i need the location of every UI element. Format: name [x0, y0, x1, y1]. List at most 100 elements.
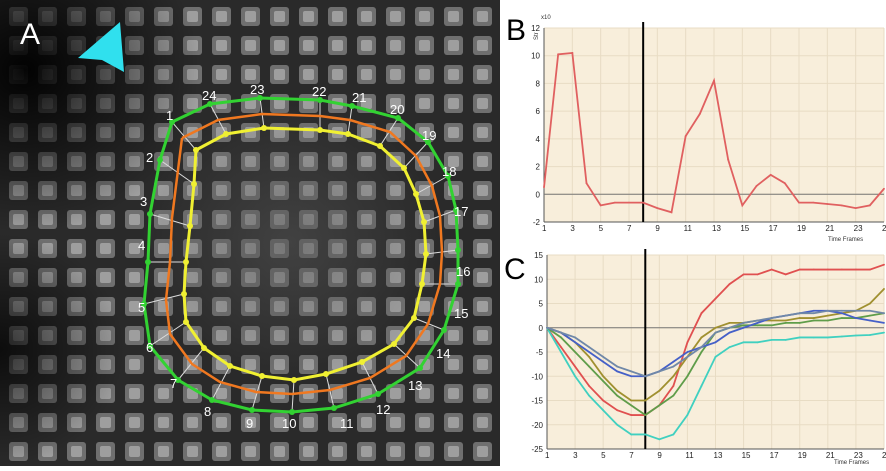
data-point: [684, 135, 687, 137]
segment-label: 20: [390, 102, 404, 117]
segment-label: 6: [146, 340, 153, 355]
data-point: [644, 433, 647, 436]
data-point: [630, 433, 633, 436]
inner-point: [419, 281, 425, 287]
data-point: [741, 204, 744, 207]
outer-point: [425, 139, 431, 145]
y-tick-label: -5: [536, 348, 544, 357]
segment-label: 14: [436, 346, 450, 361]
x-tick-label: 3: [570, 224, 575, 233]
x-tick-label: 17: [770, 451, 779, 460]
x-tick-label: 5: [601, 451, 606, 460]
exponent-label-b: x10: [541, 15, 551, 21]
midwall-contour: [164, 112, 444, 396]
contour-points: [141, 95, 461, 415]
x-tick-label: 9: [657, 451, 662, 460]
data-point: [755, 185, 758, 187]
data-point: [588, 351, 591, 353]
panel-b-letter: B: [506, 14, 526, 47]
segment-label: 7: [170, 376, 177, 391]
data-point: [560, 331, 562, 334]
segment-label: 1: [166, 108, 173, 123]
data-point: [630, 399, 633, 402]
data-point: [784, 322, 787, 324]
data-point: [613, 201, 616, 204]
data-point: [756, 341, 759, 344]
data-point: [672, 365, 675, 368]
outer-point: [453, 207, 459, 213]
outer-point: [157, 157, 163, 163]
outer-point: [455, 281, 461, 287]
data-point: [883, 288, 885, 290]
data-point: [585, 182, 588, 185]
data-point: [855, 334, 857, 337]
segment-label: 5: [138, 300, 145, 315]
inner-point: [187, 223, 193, 229]
outer-point: [417, 365, 423, 371]
data-point: [742, 341, 745, 344]
data-point: [574, 341, 576, 344]
data-point: [546, 326, 548, 329]
outer-point: [169, 119, 175, 125]
data-point: [868, 204, 871, 207]
data-point: [855, 317, 857, 319]
outer-point: [147, 343, 153, 349]
data-point: [672, 375, 675, 378]
data-point: [700, 385, 703, 387]
y-tick-label: 10: [531, 52, 540, 61]
outer-point: [395, 115, 401, 121]
data-point: [826, 314, 829, 317]
inner-point: [183, 319, 189, 325]
inner-point: [191, 181, 197, 187]
data-point: [728, 331, 731, 334]
data-point: [588, 346, 591, 349]
y-tick-label: -20: [531, 421, 543, 430]
inner-point: [413, 191, 419, 197]
y-tick-label: 2: [536, 163, 541, 172]
segment-label: 15: [454, 306, 468, 321]
data-point: [616, 365, 619, 368]
data-point: [700, 346, 703, 349]
outer-point: [209, 397, 215, 403]
data-point: [883, 187, 885, 190]
outer-point: [141, 301, 147, 307]
data-point: [658, 438, 661, 441]
outer-point: [349, 103, 355, 109]
data-point: [588, 385, 591, 387]
data-point: [840, 312, 843, 315]
outer-point: [317, 97, 323, 103]
y-tick-label: 12: [531, 24, 540, 33]
xlabel-c: Time Frames: [834, 460, 869, 466]
y-tick-label: 0: [539, 324, 544, 333]
outer-point: [289, 409, 295, 415]
data-point: [560, 336, 562, 339]
data-point: [557, 53, 560, 56]
data-point: [727, 158, 730, 161]
inner-point: [223, 131, 229, 137]
y-tick-label: 6: [536, 107, 541, 116]
data-point: [854, 207, 857, 210]
inner-point: [423, 251, 429, 257]
x-tick-label: 1: [545, 451, 550, 460]
segment-label: 8: [204, 404, 211, 419]
data-point: [728, 346, 731, 349]
data-point: [672, 385, 675, 387]
data-point: [628, 201, 630, 204]
y-tick-label: 10: [534, 275, 543, 284]
data-point: [672, 433, 675, 436]
data-point: [756, 324, 759, 327]
x-tick-label: 17: [769, 224, 778, 233]
inner-point: [323, 371, 329, 377]
data-point: [728, 326, 731, 329]
data-point: [686, 355, 689, 358]
data-point: [784, 319, 787, 322]
data-point: [588, 355, 591, 358]
data-point: [630, 414, 633, 416]
data-point: [812, 309, 815, 312]
inner-point: [201, 345, 207, 351]
x-tick-label: 15: [742, 451, 751, 460]
data-point: [742, 322, 745, 324]
segment-spoke: [143, 293, 185, 305]
data-point: [728, 283, 731, 285]
